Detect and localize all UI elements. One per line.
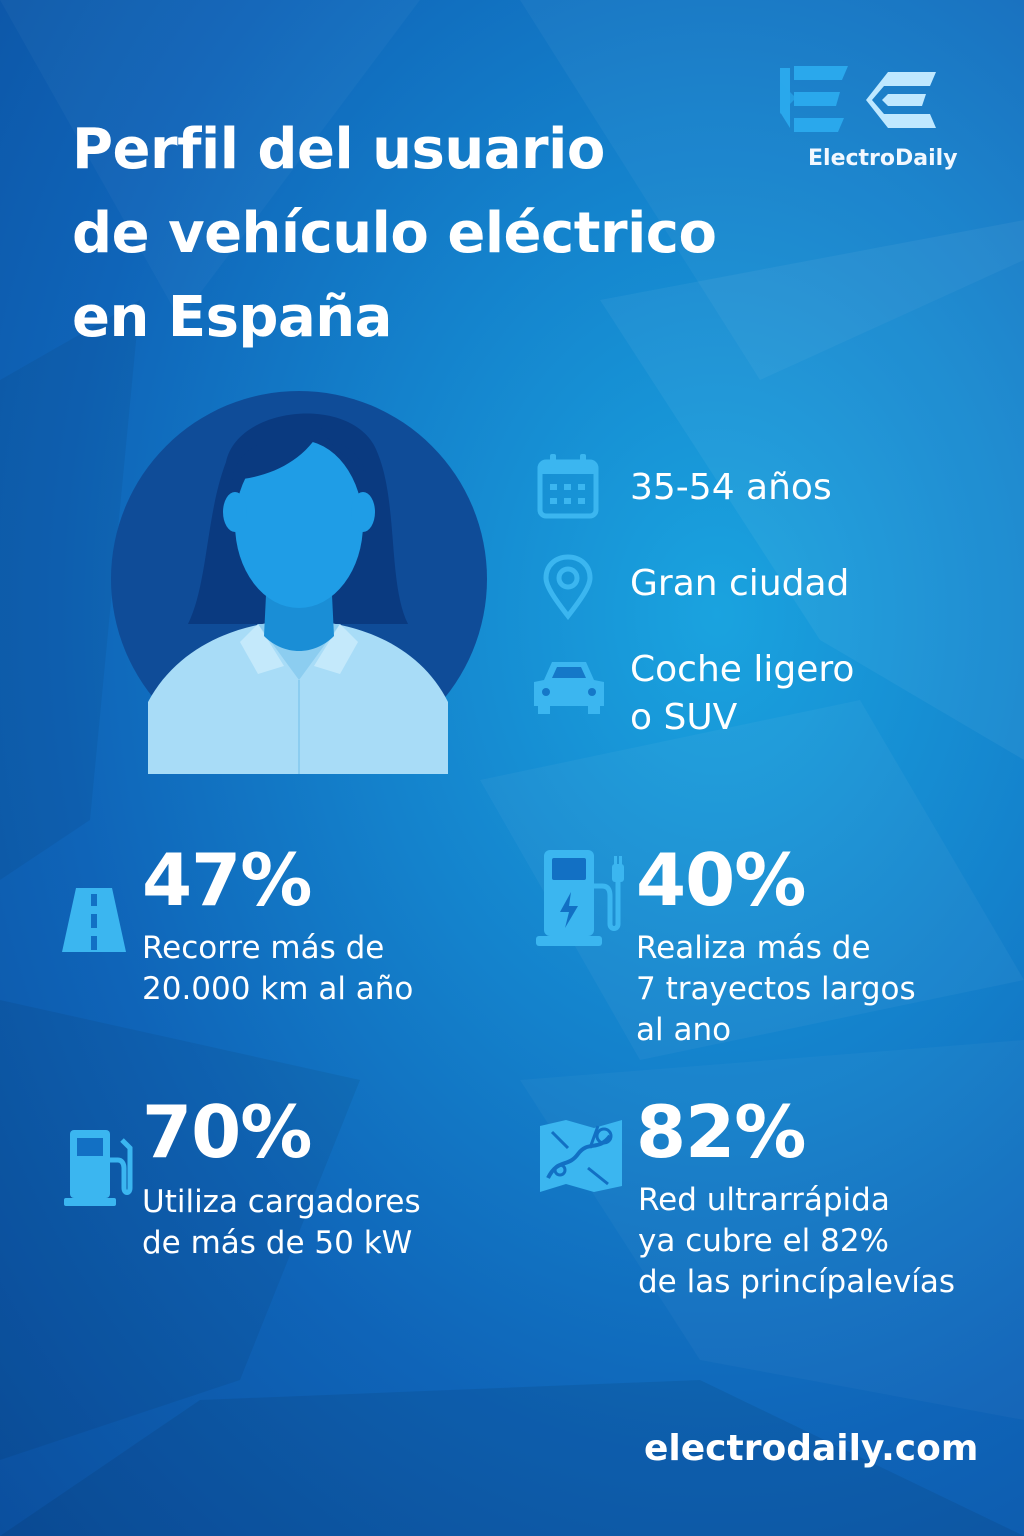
ev-charger-icon [536,850,624,946]
title-line: de vehículo eléctrico [72,201,717,266]
stat-desc-line: 20.000 km al año [142,971,414,1007]
location-pin-icon [543,554,593,620]
stat-percent: 70% [142,1090,312,1174]
map-route-icon [540,1120,622,1192]
stat-desc-line: de las princípalevías [638,1264,956,1300]
fact-vehicle-line: o SUV [630,697,738,738]
title-line: en España [72,285,392,350]
calendar-icon [537,454,599,519]
stat-percent: 47% [142,838,312,922]
electrodaily-e-logo-icon [780,66,936,132]
footer-website-link[interactable]: electrodaily.com [644,1428,979,1469]
stat-percent: 40% [636,838,806,922]
road-icon [62,888,126,952]
fact-location-text: Gran ciudad [630,563,850,604]
fuel-pump-icon [64,1130,133,1206]
stat-desc-line: Realiza más de [636,930,871,966]
stat-desc-line: 7 trayectos largos [636,971,916,1007]
stat-desc-line: ya cubre el 82% [638,1223,889,1259]
stat-percent: 82% [636,1090,806,1174]
fact-age-text: 35-54 años [630,467,832,508]
fact-vehicle-line: Coche ligero [630,649,855,690]
stat-desc-line: de más de 50 kW [142,1225,413,1261]
stat-desc-line: Utiliza cargadores [142,1184,421,1220]
car-icon [534,662,604,714]
brand-name: ElectroDaily [808,146,958,171]
stat-desc-line: Recorre más de [142,930,385,966]
title-line: Perfil del usuario [72,117,605,182]
stat-desc-line: Red ultrarrápida [638,1182,890,1218]
brand-logo: ElectroDaily [772,62,972,182]
stat-desc-line: al ano [636,1012,732,1048]
woman-avatar-icon [111,391,487,774]
page-title: Perfil del usuario de vehículo eléctrico… [72,108,792,360]
